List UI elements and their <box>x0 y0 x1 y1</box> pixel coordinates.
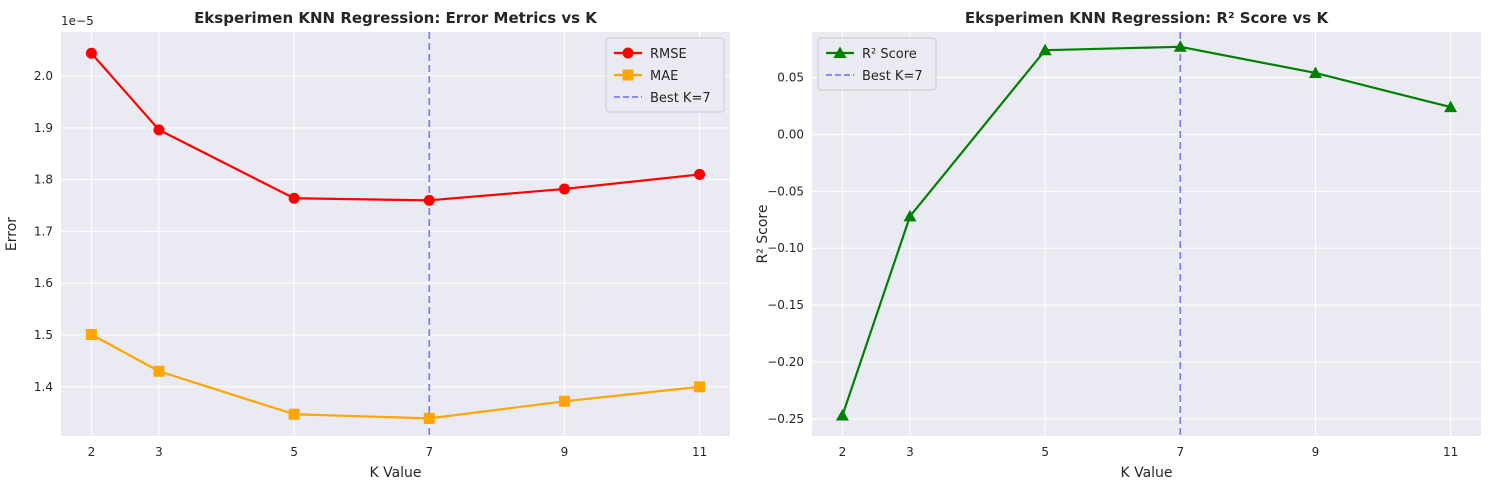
x-tick-label: 3 <box>155 445 163 459</box>
x-tick-label: 3 <box>906 445 914 459</box>
y-tick-label: 0.00 <box>777 127 804 141</box>
y-tick-label: 1.5 <box>34 328 53 342</box>
data-point <box>423 412 435 424</box>
y-axis-label: Error <box>4 217 20 251</box>
data-point <box>694 381 706 393</box>
data-point <box>288 192 300 204</box>
data-point <box>694 168 706 180</box>
legend: R² Score Best K=7 <box>817 37 937 91</box>
x-tick-label: 2 <box>839 445 847 459</box>
x-tick-label: 9 <box>561 445 569 459</box>
chart-title: Eksperimen KNN Regression: R² Score vs K <box>965 9 1330 27</box>
x-tick-label: 7 <box>1176 445 1184 459</box>
legend: RMSE MAE Best K=7 <box>605 37 725 113</box>
y-tick-label: 0.05 <box>777 71 804 85</box>
x-axis-label: K Value <box>369 465 421 481</box>
x-tick-label: 2 <box>88 445 96 459</box>
y-tick-label: 2.0 <box>34 69 53 83</box>
x-tick-label: 7 <box>425 445 433 459</box>
legend-label: MAE <box>650 69 678 84</box>
data-point <box>558 395 570 407</box>
data-point <box>85 47 97 59</box>
chart-1: 1.4 1.5 1.6 1.7 1.8 1.9 2.0 2 3 5 7 9 11 Eksperimen K… <box>4 9 730 481</box>
x-tick-label: 11 <box>1443 445 1458 459</box>
x-tick-label: 11 <box>692 445 707 459</box>
data-point <box>835 409 849 421</box>
data-point <box>423 194 435 206</box>
plot-area <box>812 32 1481 436</box>
x-tick-label: 5 <box>290 445 298 459</box>
legend-marker <box>622 69 634 81</box>
y-tick-label: 1.9 <box>34 121 53 135</box>
chart-2: −0.25 −0.20 −0.15 −0.10 −0.05 0.00 0.05 2 3 5 7 9 11… <box>755 9 1481 481</box>
x-tick-label: 5 <box>1041 445 1049 459</box>
data-point <box>288 408 300 420</box>
data-point <box>1173 40 1187 52</box>
data-point <box>558 183 570 195</box>
data-point <box>903 209 917 222</box>
x-axis-label: K Value <box>1120 465 1172 481</box>
y-offset-label: 1e−5 <box>61 14 94 28</box>
series-line-mae <box>90 333 700 420</box>
legend-label: Best K=7 <box>650 91 711 106</box>
y-tick-label: −0.10 <box>767 241 804 255</box>
series-line-rmse <box>90 52 700 202</box>
data-point <box>153 365 165 377</box>
data-point <box>153 124 165 136</box>
legend-marker <box>622 47 634 59</box>
data-point <box>1444 100 1458 113</box>
series-line-r-score <box>841 45 1451 416</box>
data-point <box>85 328 97 340</box>
y-tick-label: −0.20 <box>767 355 804 369</box>
legend-label: R² Score <box>862 47 917 62</box>
legend-label: RMSE <box>650 47 687 62</box>
legend-marker <box>833 46 847 58</box>
y-tick-label: −0.15 <box>767 298 804 312</box>
chart-title: Eksperimen KNN Regression: Error Metrics… <box>194 9 598 27</box>
y-tick-label: 1.6 <box>34 276 53 290</box>
y-tick-label: 1.8 <box>34 173 53 187</box>
y-tick-label: −0.05 <box>767 184 804 198</box>
data-point <box>1038 43 1052 56</box>
y-tick-label: 1.4 <box>34 380 53 394</box>
legend-label: Best K=7 <box>862 69 923 84</box>
y-tick-label: 1.7 <box>34 224 53 238</box>
legend-box <box>605 37 725 113</box>
y-tick-label: −0.25 <box>767 412 804 426</box>
legend-box <box>817 37 937 91</box>
y-axis-label: R² Score <box>755 204 771 263</box>
x-tick-label: 9 <box>1312 445 1320 459</box>
data-point <box>1308 66 1322 78</box>
